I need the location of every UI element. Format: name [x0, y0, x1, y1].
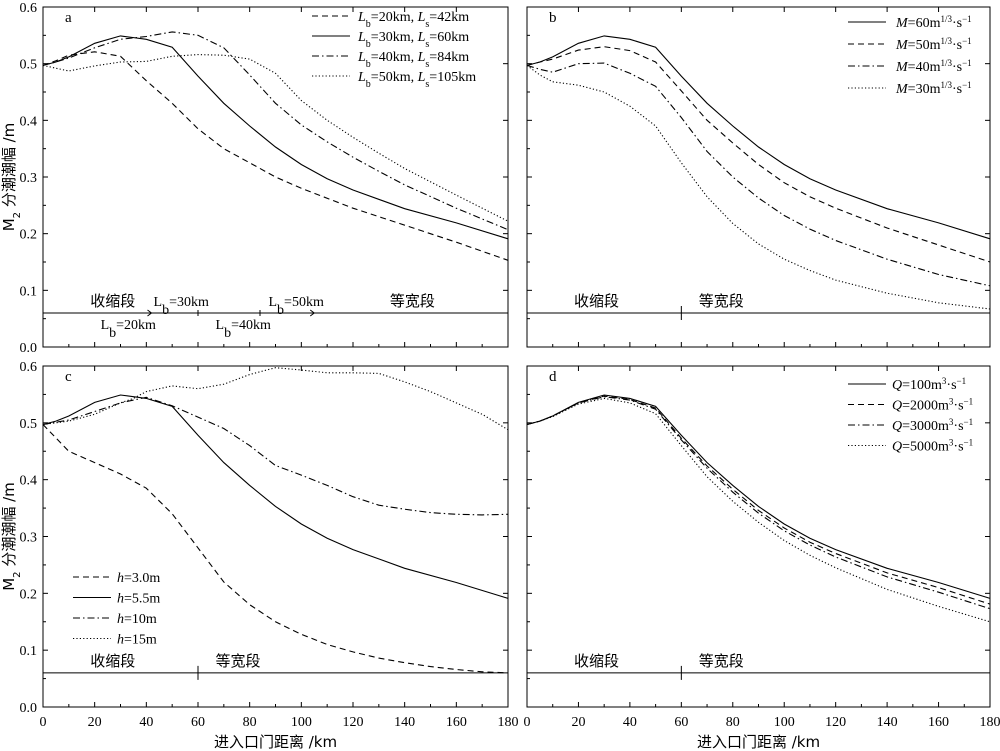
legend-entry: h=3.0m [117, 571, 160, 586]
x-tick-label: 80 [243, 715, 257, 730]
x-tick-label: 180 [980, 715, 1000, 730]
series-line-1 [42, 424, 509, 674]
legend-entry: Q=100m3·s−1 [892, 376, 966, 393]
section-label: 收缩段 [90, 652, 135, 670]
x-tick-label: 0 [40, 715, 47, 730]
legend-entry: Lb=20km, Ls=42km [357, 10, 469, 30]
series-line-1 [526, 35, 991, 240]
section-label: 收缩段 [574, 292, 619, 310]
section-label: 收缩段 [90, 292, 135, 310]
length-label: Lb=20km [101, 318, 156, 341]
panel-c: 0 20 40 60 80 100 120 140 160 180 0.0 0.1 0.2 0.3 0.4 0… [0, 360, 519, 751]
panel-a: 0.0 0.1 0.2 0.3 0.4 0.5 0.6 M2 分潮潮幅 /m a Lb=20km,… [0, 1, 509, 356]
arrow-marker [147, 309, 153, 317]
legend-entry: h=5.5m [117, 592, 160, 607]
x-tick-label: 160 [928, 715, 949, 730]
series-line-3 [526, 62, 991, 287]
y-tick-label: 0.0 [20, 341, 38, 356]
series-line-2 [42, 394, 509, 599]
y-tick-label: 0.4 [20, 114, 38, 129]
x-tick-label: 120 [825, 715, 846, 730]
section-label: 等宽段 [216, 652, 261, 670]
panel-letter: d [549, 369, 557, 385]
y-tick-label: 0.1 [20, 284, 38, 299]
x-tick-label: 40 [139, 715, 153, 730]
y-tick-label: 0.5 [20, 417, 38, 432]
legend-entry: Q=2000m3·s−1 [892, 397, 973, 414]
y-tick-label: 0.0 [20, 701, 38, 716]
panel-letter: c [65, 369, 72, 385]
x-axis-label: 进入口门距离 /km [697, 733, 820, 751]
legend-entry: M=30m1/3·s−1 [895, 80, 972, 97]
section-label: 等宽段 [699, 292, 744, 310]
y-tick-label: 0.3 [20, 531, 38, 546]
series-line-3 [42, 31, 509, 231]
legend-entry: Q=3000m3·s−1 [892, 417, 973, 434]
x-tick-label: 40 [623, 715, 637, 730]
x-tick-label: 180 [498, 715, 519, 730]
y-tick-label: 0.5 [20, 58, 38, 73]
legend-entry: M=50m1/3·s−1 [895, 36, 972, 53]
panel-letter: a [65, 10, 72, 26]
y-tick-label: 0.6 [20, 360, 38, 375]
panel-b: b M=60m1/3·s−1 M=50m1/3·s−1 M=40m1/3·s−1 M=3… [526, 6, 991, 348]
series-line-4 [526, 397, 991, 623]
x-tick-label: 100 [774, 715, 795, 730]
section-label: 收缩段 [574, 652, 619, 670]
x-tick-label: 60 [674, 715, 688, 730]
y-tick-label: 0.4 [20, 474, 38, 489]
x-tick-label: 0 [524, 715, 531, 730]
series-line-1 [42, 51, 509, 261]
series-line-4 [42, 54, 509, 222]
legend-entry: Q=5000m3·s−1 [892, 438, 973, 455]
x-tick-label: 120 [343, 715, 364, 730]
x-tick-label: 140 [394, 715, 415, 730]
panel-letter: b [549, 10, 557, 26]
series-line-2 [42, 35, 509, 240]
x-tick-label: 80 [726, 715, 740, 730]
length-label: Lb=40km [216, 318, 271, 341]
series-line-3 [526, 396, 991, 610]
series-line-4 [42, 367, 509, 431]
x-tick-label: 100 [291, 715, 312, 730]
series-line-2 [526, 46, 991, 263]
y-axis-label: M2 分潮潮幅 /m [0, 482, 23, 591]
legend-entry: M=40m1/3·s−1 [895, 58, 972, 75]
y-tick-label: 0.6 [20, 1, 38, 16]
legend-entry: Lb=50km, Ls=105km [357, 70, 476, 90]
section-label: 等宽段 [699, 652, 744, 670]
y-axis-label: M2 分潮潮幅 /m [0, 123, 23, 232]
y-tick-label: 0.1 [20, 644, 38, 659]
x-tick-label: 140 [877, 715, 898, 730]
legend-entry: M=60m1/3·s−1 [895, 14, 972, 31]
x-tick-label: 60 [191, 715, 205, 730]
series-line-2 [526, 395, 991, 605]
length-label: Lb=50km [268, 295, 323, 318]
x-tick-label: 20 [571, 715, 585, 730]
legend-entry: h=15m [117, 633, 157, 648]
series-line-3 [42, 396, 509, 516]
length-label: Lb=30km [154, 295, 209, 318]
y-tick-label: 0.2 [20, 228, 38, 243]
y-tick-label: 0.3 [20, 171, 38, 186]
legend-entry: Lb=40km, Ls=84km [357, 50, 469, 70]
legend-entry: Lb=30km, Ls=60km [357, 30, 469, 50]
x-tick-label: 20 [88, 715, 102, 730]
arrow-marker [309, 309, 316, 317]
legend-entry: h=10m [117, 612, 157, 627]
panel-d: 0 20 40 60 80 100 120 140 160 180 进入口门距离 /km d Q=100… [524, 365, 1000, 751]
section-label: 等宽段 [390, 292, 435, 310]
x-axis-label: 进入口门距离 /km [214, 733, 337, 751]
y-tick-label: 0.2 [20, 587, 38, 602]
x-tick-label: 160 [446, 715, 467, 730]
series-line-4 [526, 64, 991, 310]
